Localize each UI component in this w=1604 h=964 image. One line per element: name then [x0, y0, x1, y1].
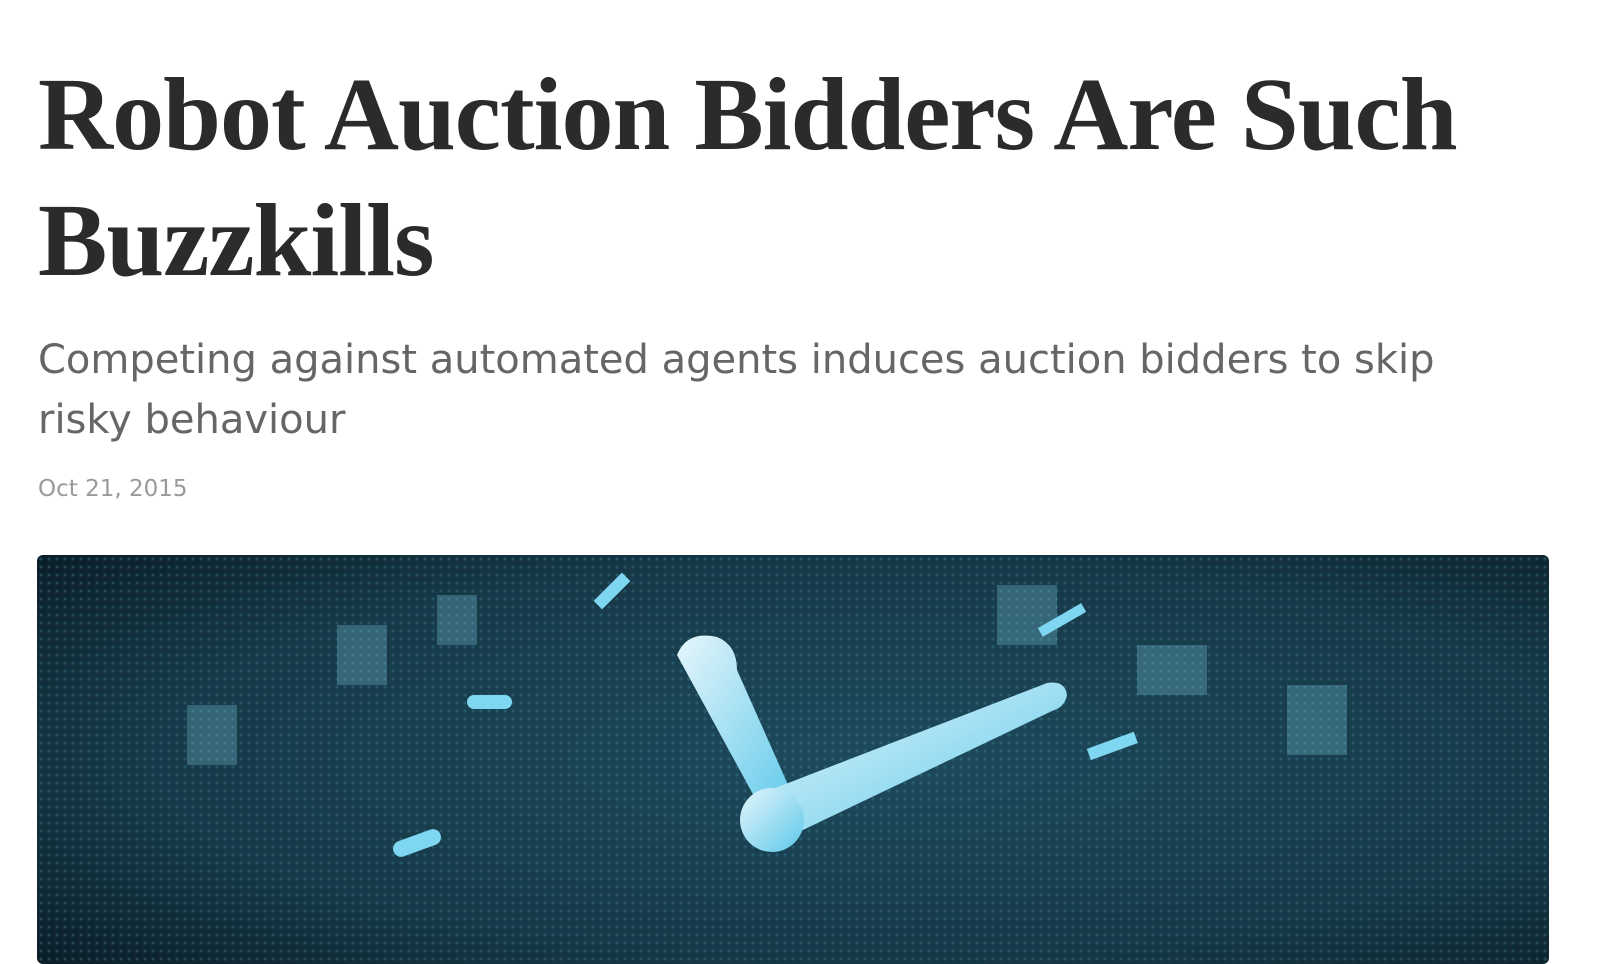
hero-image: [37, 555, 1549, 964]
article-title: Robot Auction Bidders Are Such Buzzkills: [38, 57, 1458, 298]
article-subtitle: Competing against automated agents induc…: [38, 337, 1435, 443]
article-date: Oct 21, 2015: [38, 476, 188, 502]
